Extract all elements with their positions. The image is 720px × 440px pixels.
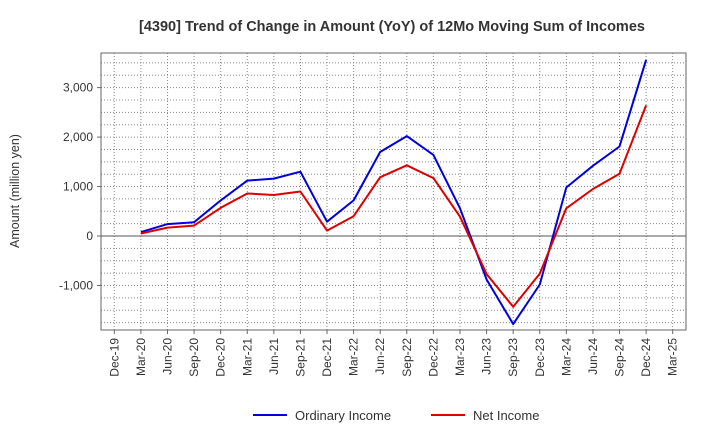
series-line-net-income — [140, 105, 648, 308]
x-tick-label: Dec-23 — [533, 338, 547, 377]
series-line-ordinary-income — [140, 59, 648, 326]
x-tick-label: Jun-22 — [373, 338, 387, 375]
plot-frame — [100, 52, 687, 331]
x-tick-label: Mar-23 — [453, 338, 467, 376]
x-tick-label: Jun-23 — [480, 338, 494, 375]
x-tick-label: Mar-21 — [240, 338, 254, 376]
y-axis: -1,000 0 1,000 2,000 3,000 — [59, 81, 101, 292]
legend: Ordinary Income Net Income — [253, 408, 539, 423]
x-tick-label: Mar-20 — [134, 338, 148, 376]
x-tick-label: Jun-21 — [267, 338, 281, 375]
x-tick-label: Mar-24 — [559, 338, 573, 376]
x-axis: Dec-19 Mar-20 Jun-20 Sep-20 Dec-20 Mar-21 Jun-… — [107, 330, 680, 377]
y-axis-label: Amount (million yen) — [8, 134, 22, 248]
y-tick-label: 1,000 — [63, 180, 93, 194]
x-tick-label: Jun-20 — [160, 338, 174, 375]
x-tick-label: Dec-24 — [639, 338, 653, 377]
series-group — [140, 59, 648, 326]
legend-label-net-income: Net Income — [473, 408, 539, 423]
x-tick-label: Mar-25 — [666, 338, 680, 376]
x-tick-label: Sep-22 — [400, 338, 414, 377]
grid — [101, 53, 686, 330]
x-tick-label: Dec-19 — [107, 338, 121, 377]
x-tick-label: Jun-24 — [586, 338, 600, 375]
x-tick-label: Dec-22 — [426, 338, 440, 377]
chart-title: [4390] Trend of Change in Amount (YoY) o… — [139, 19, 645, 35]
x-tick-label: Dec-20 — [214, 338, 228, 377]
x-tick-label: Sep-21 — [293, 338, 307, 377]
x-tick-label: Sep-23 — [506, 338, 520, 377]
y-tick-label: 0 — [86, 229, 93, 243]
y-tick-label: -1,000 — [59, 278, 93, 292]
x-tick-label: Dec-21 — [320, 338, 334, 377]
x-tick-label: Sep-20 — [187, 338, 201, 377]
y-tick-label: 3,000 — [63, 81, 93, 95]
legend-label-ordinary-income: Ordinary Income — [295, 408, 391, 423]
x-tick-label: Mar-22 — [347, 338, 361, 376]
y-tick-label: 2,000 — [63, 130, 93, 144]
x-tick-label: Sep-24 — [613, 338, 627, 377]
